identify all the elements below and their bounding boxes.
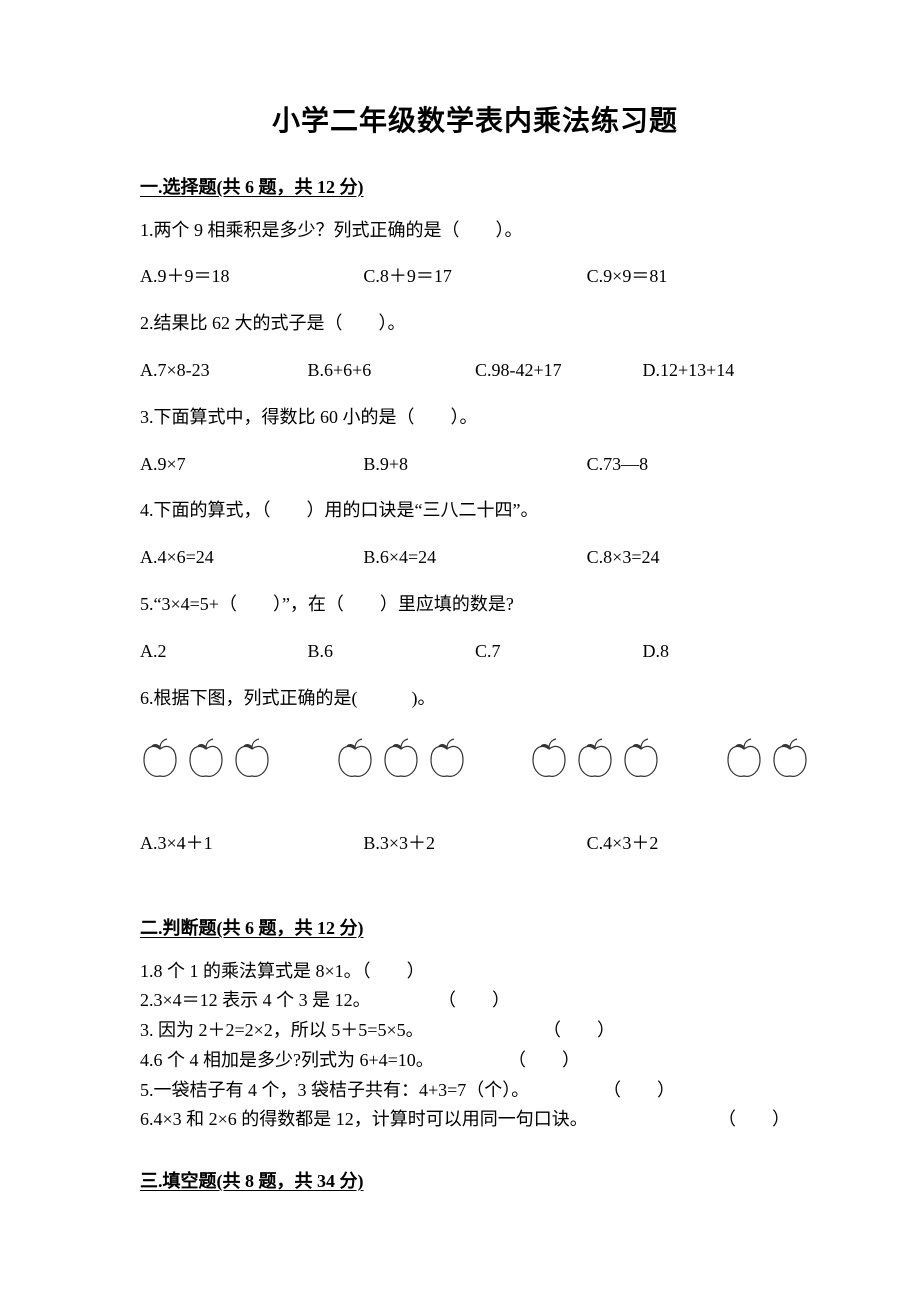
apple-icon-wrap (427, 736, 467, 789)
apple-icon-wrap (770, 736, 810, 789)
q4-optB: B.6×4=24 (363, 543, 586, 572)
q2-optC: C.98-42+17 (475, 356, 643, 385)
apple-icon-wrap (381, 736, 421, 789)
q6-optB: B.3×3＋2 (363, 829, 586, 858)
apple-icon (427, 736, 467, 780)
apple-icon (529, 736, 569, 780)
apple-icon (381, 736, 421, 780)
tf-line-5: 5.一袋桔子有 4 个，3 袋桔子共有：4+3=7（个）。 （ ） (140, 1076, 810, 1106)
tf3-text: 3. 因为 2＋2=2×2，所以 5＋5=5×5。 (140, 1016, 424, 1046)
apple-icon-wrap (529, 736, 569, 789)
spacer (140, 1151, 810, 1159)
q2-optD: D.12+13+14 (643, 356, 811, 385)
tf1-text: 1.8 个 1 的乘法算式是 8×1。（ ） (140, 957, 425, 987)
apple-icon-wrap (232, 736, 272, 789)
apple-group (335, 736, 467, 789)
tf6-text: 6.4×3 和 2×6 的得数都是 12，计算时可以用同一句口诀。 (140, 1105, 588, 1135)
apple-icon (140, 736, 180, 780)
q6-options: A.3×4＋1 B.3×3＋2 C.4×3＋2 (140, 829, 810, 858)
apple-icon-wrap (621, 736, 661, 789)
section1-heading: 一.选择题(共 6 题，共 12 分) (140, 173, 810, 202)
tf-line-3: 3. 因为 2＋2=2×2，所以 5＋5=5×5。 （ ） (140, 1016, 810, 1046)
q6-optA: A.3×4＋1 (140, 829, 363, 858)
tf5-paren: （ ） (603, 1076, 675, 1106)
q3-optB: B.9+8 (363, 450, 586, 479)
apple-icon (575, 736, 615, 780)
q1-optA: A.9＋9＝18 (140, 262, 363, 291)
q2-options: A.7×8-23 B.6+6+6 C.98-42+17 D.12+13+14 (140, 356, 810, 385)
q4-options: A.4×6=24 B.6×4=24 C.8×3=24 (140, 543, 810, 572)
q5-optC: C.7 (475, 637, 643, 666)
tf2-paren: （ ） (438, 986, 510, 1016)
apple-icon-wrap (186, 736, 226, 789)
section2-heading: 二.判断题(共 6 题，共 12 分) (140, 914, 810, 943)
apple-group (140, 736, 272, 789)
apple-icon (621, 736, 661, 780)
q1-options: A.9＋9＝18 C.8＋9＝17 C.9×9＝81 (140, 262, 810, 291)
spacer (140, 876, 810, 906)
page-title: 小学二年级数学表内乘法练习题 (140, 100, 810, 145)
apple-icon (724, 736, 764, 780)
q4-text: 4.下面的算式，（ ）用的口诀是“三八二十四”。 (140, 496, 810, 525)
apple-icon-wrap (724, 736, 764, 789)
apple-icon (770, 736, 810, 780)
q4-optA: A.4×6=24 (140, 543, 363, 572)
apple-group (724, 736, 810, 789)
q1-text: 1.两个 9 相乘积是多少？列式正确的是（ ）。 (140, 216, 810, 245)
tf3-paren: （ ） (543, 1016, 615, 1046)
tf-line-2: 2.3×4＝12 表示 4 个 3 是 12。 （ ） (140, 986, 810, 1016)
q2-text: 2.结果比 62 大的式子是（ ）。 (140, 309, 810, 338)
tf-line-6: 6.4×3 和 2×6 的得数都是 12，计算时可以用同一句口诀。 （ ） (140, 1105, 810, 1135)
q2-optB: B.6+6+6 (308, 356, 476, 385)
q5-options: A.2 B.6 C.7 D.8 (140, 637, 810, 666)
q6-text: 6.根据下图，列式正确的是( )。 (140, 684, 810, 713)
q5-optA: A.2 (140, 637, 308, 666)
q3-options: A.9×7 B.9+8 C.73—8 (140, 450, 810, 479)
apple-icon-wrap (335, 736, 375, 789)
q1-optC: C.9×9＝81 (587, 262, 810, 291)
q5-optD: D.8 (643, 637, 811, 666)
section3-heading: 三.填空题(共 8 题，共 34 分) (140, 1167, 810, 1196)
q6-optC: C.4×3＋2 (587, 829, 810, 858)
tf-line-4: 4.6 个 4 相加是多少?列式为 6+4=10。 （ ） (140, 1046, 810, 1076)
tf-line-1: 1.8 个 1 的乘法算式是 8×1。（ ） (140, 957, 810, 987)
apple-icon-wrap (140, 736, 180, 789)
tf4-paren: （ ） (508, 1046, 580, 1076)
tf5-text: 5.一袋桔子有 4 个，3 袋桔子共有：4+3=7（个）。 (140, 1076, 529, 1106)
q3-optA: A.9×7 (140, 450, 363, 479)
q2-optA: A.7×8-23 (140, 356, 308, 385)
apple-icon (335, 736, 375, 780)
apple-group (529, 736, 661, 789)
apple-icon (186, 736, 226, 780)
q3-optC: C.73—8 (587, 450, 810, 479)
q5-optB: B.6 (308, 637, 476, 666)
q1-optB: C.8＋9＝17 (363, 262, 586, 291)
worksheet-page: 小学二年级数学表内乘法练习题 一.选择题(共 6 题，共 12 分) 1.两个 … (0, 0, 920, 1302)
q3-text: 3.下面算式中，得数比 60 小的是（ ）。 (140, 403, 810, 432)
apple-icon (232, 736, 272, 780)
apple-icon-wrap (575, 736, 615, 789)
q5-text: 5.“3×4=5+（ ）”，在（ ）里应填的数是? (140, 590, 810, 619)
tf-list: 1.8 个 1 的乘法算式是 8×1。（ ） 2.3×4＝12 表示 4 个 3… (140, 957, 810, 1135)
tf6-paren: （ ） (718, 1105, 790, 1135)
tf2-text: 2.3×4＝12 表示 4 个 3 是 12。 (140, 986, 371, 1016)
tf4-text: 4.6 个 4 相加是多少?列式为 6+4=10。 (140, 1046, 434, 1076)
q6-apple-figure (140, 736, 810, 789)
q4-optC: C.8×3=24 (587, 543, 810, 572)
